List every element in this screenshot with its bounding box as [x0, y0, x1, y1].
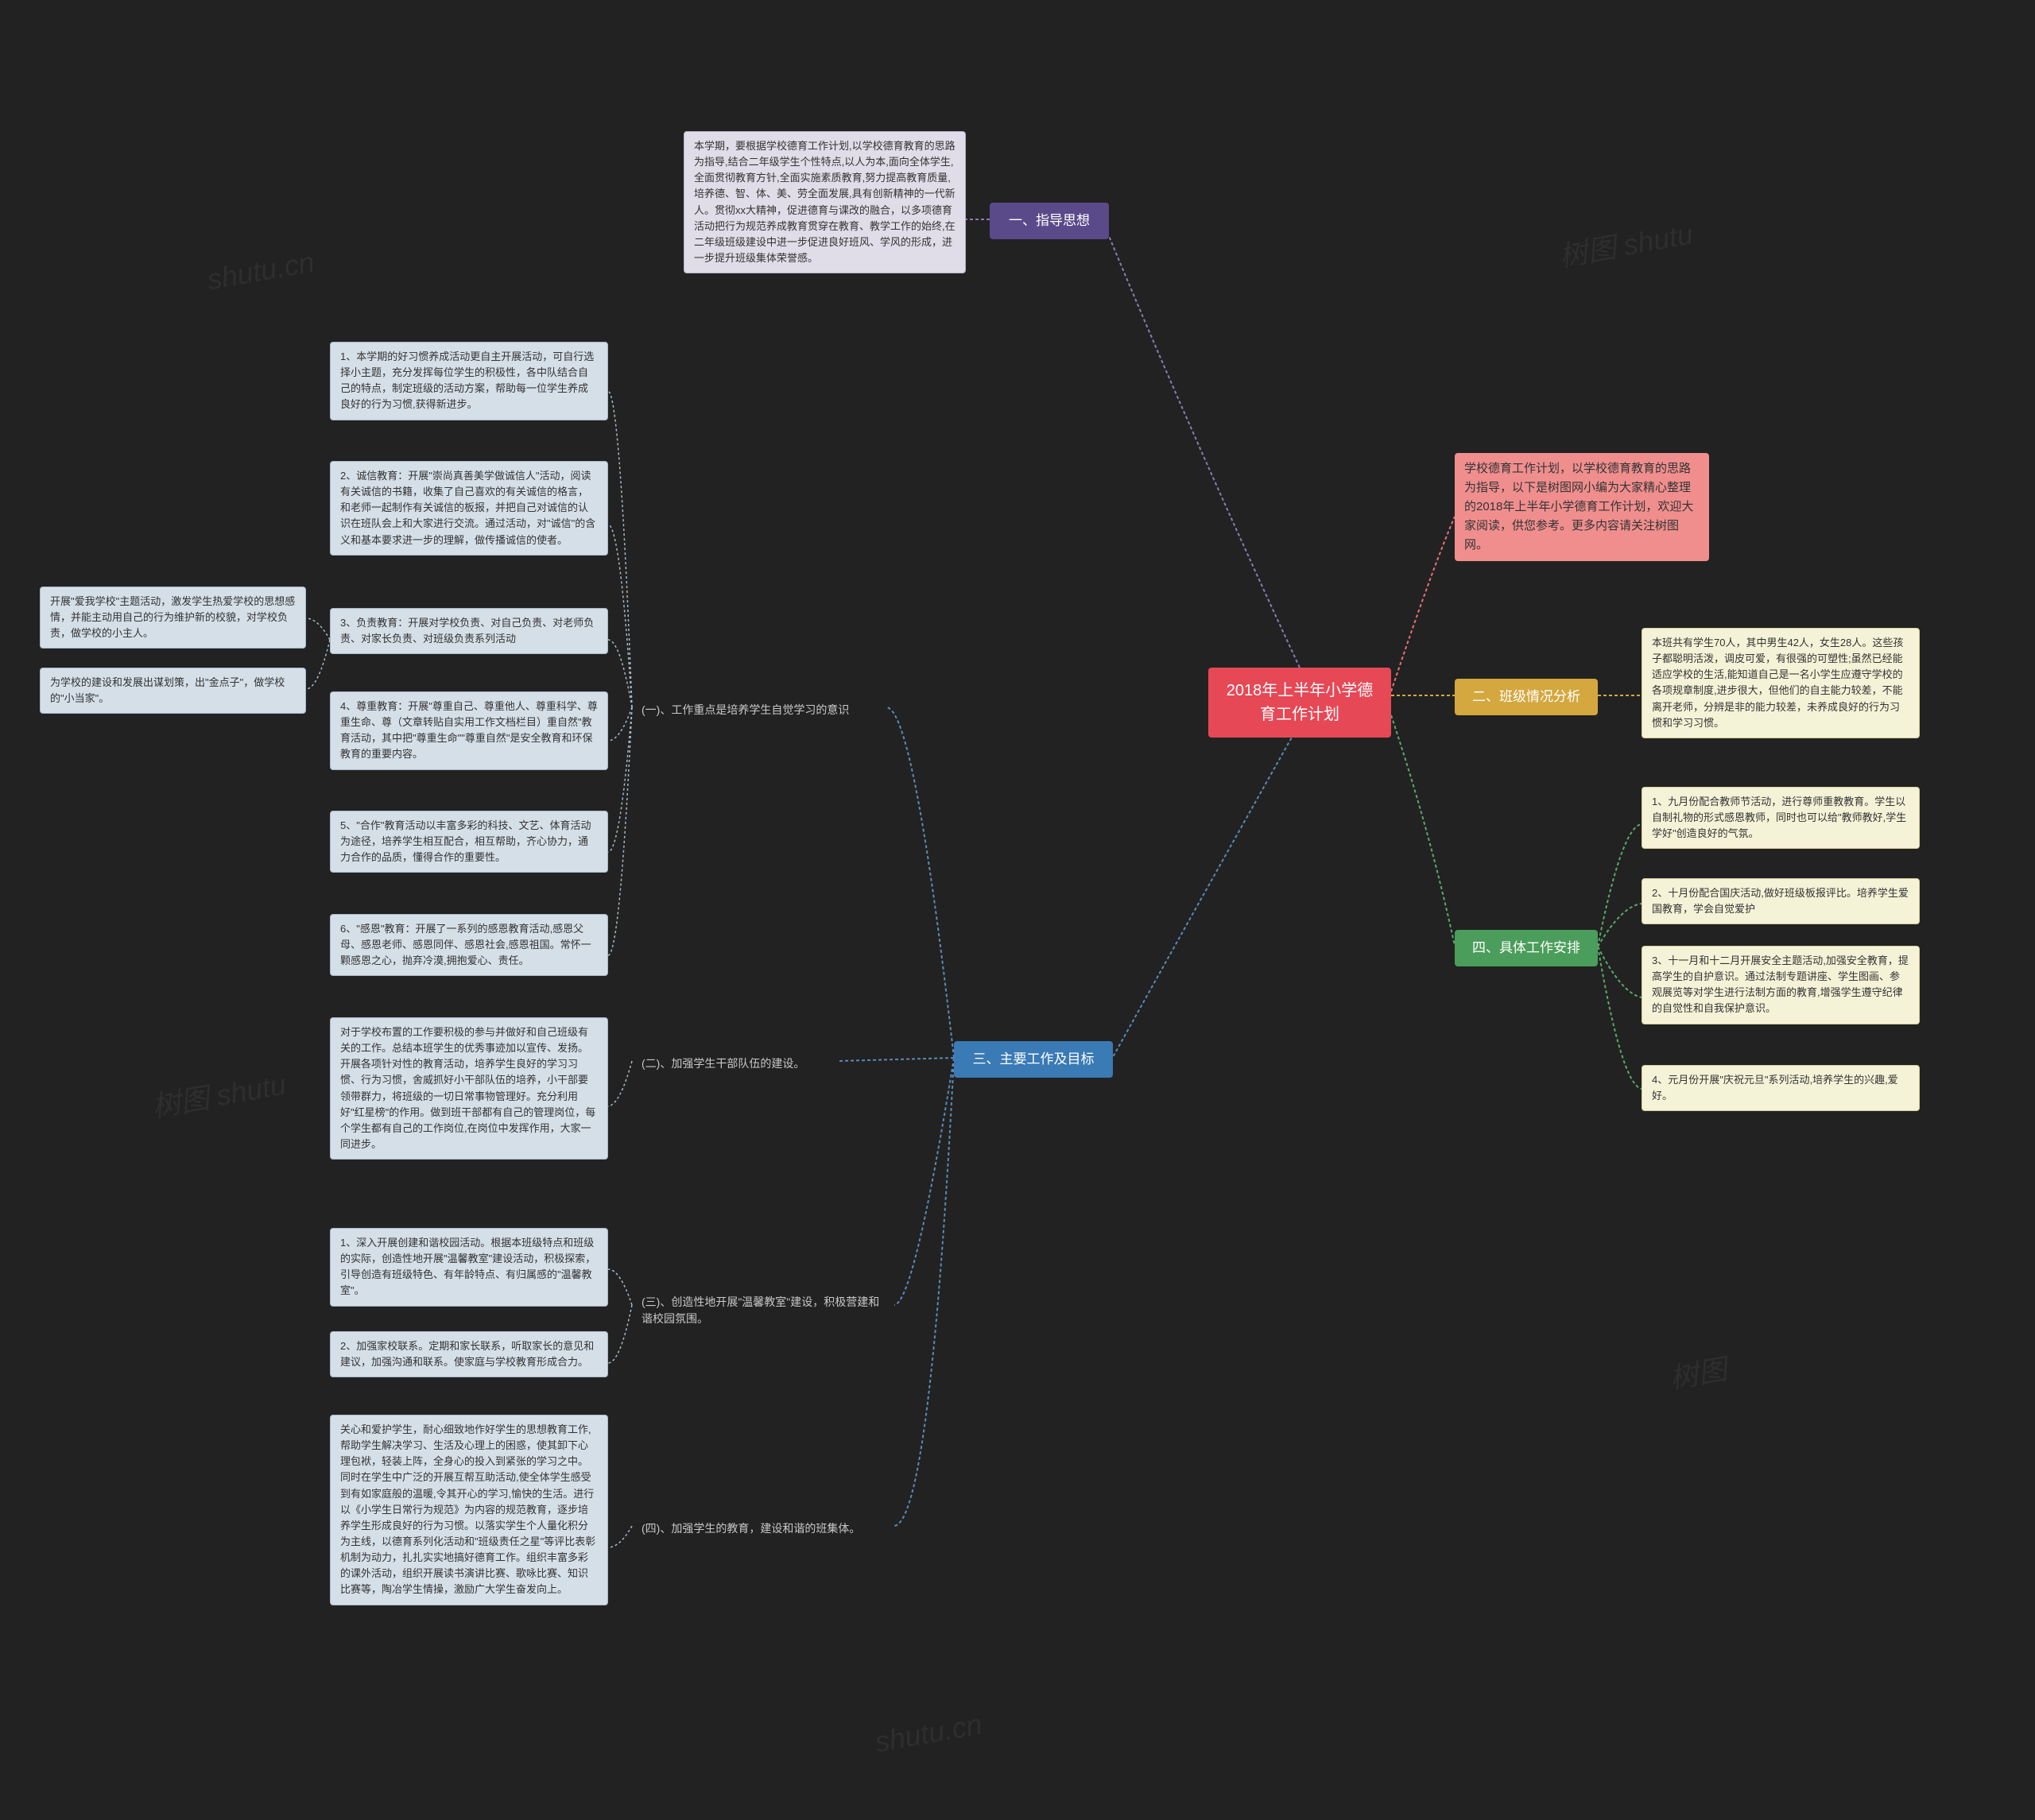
watermark: 树图 shutu: [149, 1062, 289, 1126]
watermark: shutu.cn: [872, 1708, 984, 1760]
b4-leaf-2: 2、十月份配合国庆活动,做好班级板报评比。培养学生爱国教育，学会自觉爱护: [1642, 878, 1920, 924]
b4-leaf-3: 3、十一月和十二月开展安全主题活动,加强安全教育，提高学生的自护意识。通过法制专…: [1642, 946, 1920, 1024]
center-node: 2018年上半年小学德育工作计划: [1208, 668, 1391, 738]
b3-sub-3: (三)、创造性地开展"温馨教室"建设，积极营建和谐校园氛围。: [632, 1288, 894, 1334]
s1-leaf-6: 6、"感恩"教育：开展了一系列的感恩教育活动,感恩父母、感恩老师、感恩同伴、感恩…: [330, 914, 608, 976]
b4-leaf-4: 4、元月份开展"庆祝元旦"系列活动,培养学生的兴趣,爱好。: [1642, 1065, 1920, 1111]
watermark: 树图 shutu: [1556, 211, 1696, 276]
b4-leaf-1: 1、九月份配合教师节活动，进行尊师重教教育。学生以自制礼物的形式感恩教师，同时也…: [1642, 787, 1920, 849]
branch-4: 四、具体工作安排: [1455, 930, 1598, 966]
intro-node: 学校德育工作计划，以学校德育教育的思路为指导，以下是树图网小编为大家精心整理的2…: [1455, 453, 1709, 561]
s1-leaf-1: 1、本学期的好习惯养成活动更自主开展活动，可自行选择小主题，充分发挥每位学生的积…: [330, 342, 608, 420]
b3-sub-4: (四)、加强学生的教育，建设和谐的班集体。: [632, 1514, 894, 1543]
b3-sub-2: (二)、加强学生干部队伍的建设。: [632, 1049, 839, 1078]
s1-leaf-2: 2、诚信教育：开展"崇尚真善美学做诚信人"活动，阅读有关诚信的书籍，收集了自己喜…: [330, 461, 608, 556]
branch-3: 三、主要工作及目标: [954, 1041, 1113, 1078]
s1-leaf-3: 3、负责教育：开展对学校负责、对自己负责、对老师负责、对家长负责、对班级负责系列…: [330, 608, 608, 654]
watermark: 树图: [1666, 1346, 1730, 1397]
s4-leaf: 关心和爱护学生，耐心细致地作好学生的思想教育工作,帮助学生解决学习、生活及心理上…: [330, 1415, 608, 1605]
s1-leaf-5: 5、"合作"教育活动以丰富多彩的科技、文艺、体育活动为途径，培养学生相互配合，相…: [330, 811, 608, 873]
b1-leaf: 本学期，要根据学校德育工作计划,以学校德育教育的思路为指导,结合二年级学生个性特…: [684, 131, 966, 273]
b3-sub-1: (一)、工作重点是培养学生自觉学习的意识: [632, 695, 886, 725]
s1-side-1: 开展"爱我学校"主题活动，激发学生热爱学校的思想感情，并能主动用自己的行为维护新…: [40, 587, 306, 649]
s1-leaf-4: 4、尊重教育：开展"尊重自己、尊重他人、尊重科学、尊重生命、尊（文章转贴自实用工…: [330, 691, 608, 770]
s1-side-2: 为学校的建设和发展出谋划策，出"金点子"，做学校的"小当家"。: [40, 668, 306, 714]
s3-leaf-2: 2、加强家校联系。定期和家长联系，听取家长的意见和建议，加强沟通和联系。使家庭与…: [330, 1331, 608, 1377]
branch-1: 一、指导思想: [990, 203, 1109, 239]
b2-leaf: 本班共有学生70人，其中男生42人，女生28人。这些孩子都聪明活泼，调皮可爱，有…: [1642, 628, 1920, 738]
watermark: shutu.cn: [204, 246, 316, 297]
branch-2: 二、班级情况分析: [1455, 679, 1598, 715]
s3-leaf-1: 1、深入开展创建和谐校园活动。根据本班级特点和班级的实际，创造性地开展"温馨教室…: [330, 1228, 608, 1307]
s2-leaf: 对于学校布置的工作要积极的参与并做好和自己班级有关的工作。总结本班学生的优秀事迹…: [330, 1017, 608, 1160]
